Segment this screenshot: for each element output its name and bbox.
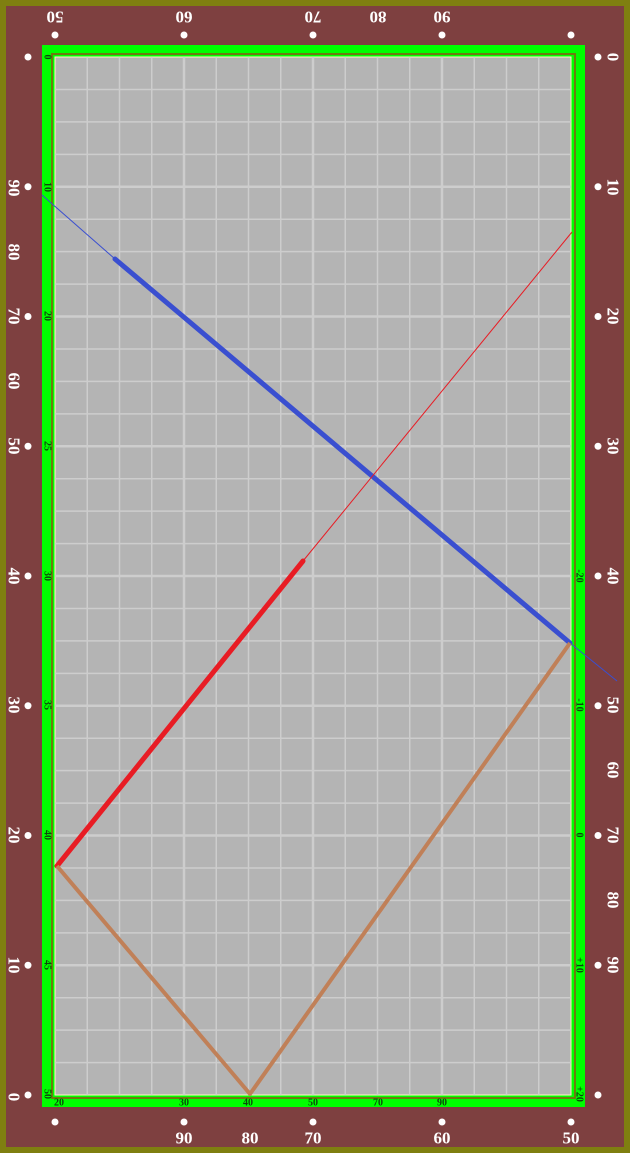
diamond-icon — [24, 53, 32, 61]
rail-label-right: 40 — [604, 568, 623, 585]
rail-label-top: 50 — [47, 8, 64, 27]
diamond-icon — [24, 1091, 32, 1099]
cushion-label-bottom: 90 — [437, 1098, 447, 1109]
diamond-icon — [438, 31, 446, 39]
brown-path — [55, 641, 572, 1096]
diamond-icon — [51, 1118, 59, 1126]
diamond-icon — [594, 1091, 602, 1099]
diamond-icon — [180, 31, 188, 39]
rail-label-right: 60 — [604, 762, 623, 779]
cushion-label-left: 50 — [42, 1089, 53, 1099]
cushion-label-left: 35 — [42, 700, 53, 710]
rail-label-top: 90 — [434, 8, 451, 27]
diamond-icon — [51, 31, 59, 39]
shot-paths — [41, 194, 618, 1096]
diamond-icon — [594, 53, 602, 61]
rail-label-left: 50 — [5, 438, 24, 455]
cushion-label-bottom: 50 — [308, 1098, 318, 1109]
diamond-icon — [24, 702, 32, 710]
rail-label-bottom: 70 — [305, 1129, 322, 1148]
rail-label-right: 0 — [604, 53, 623, 62]
blue-path-extension-start — [41, 194, 116, 260]
cushion-label-bottom: 20 — [54, 1098, 64, 1109]
rail-label-bottom: 50 — [563, 1129, 580, 1148]
rail-label-right: 90 — [604, 957, 623, 974]
red-path — [54, 558, 306, 869]
cushion-label-left: 30 — [42, 571, 53, 581]
cushion-label-left: 0 — [42, 55, 53, 60]
rail-label-right: 80 — [604, 892, 623, 909]
diamond-icon — [309, 1118, 317, 1126]
rail-label-left: 30 — [5, 697, 24, 714]
diamond-icon — [594, 961, 602, 969]
diamond-icon — [594, 832, 602, 839]
diamond-icon — [438, 1118, 446, 1126]
red-path-extension — [302, 231, 573, 562]
felt-grid — [55, 57, 571, 1095]
rail-label-right: 30 — [604, 438, 623, 455]
cushion-label-bottom: 30 — [179, 1098, 189, 1109]
rail-label-right: 70 — [604, 827, 623, 844]
cushion-label-right: +20 — [574, 1086, 585, 1102]
diamond-icon — [24, 832, 32, 839]
rail-labels: 50 60 70 80 90 90 80 70 60 50 90 80 70 60 50 40 30 20 10 0 0… — [5, 8, 623, 1148]
cushion-label-right: -20 — [574, 569, 585, 582]
rail-label-right: 50 — [604, 697, 623, 714]
rail-label-right: 20 — [604, 308, 623, 325]
rail-diamonds — [24, 31, 602, 1126]
rail-label-bottom: 90 — [176, 1129, 193, 1148]
cushion-label-right: -10 — [574, 698, 585, 711]
cushion-label-left: 10 — [42, 182, 53, 192]
blue-path — [112, 256, 573, 646]
rail-label-bottom: 60 — [434, 1129, 451, 1148]
diamond-icon — [567, 1118, 575, 1126]
rail-label-top: 60 — [176, 8, 193, 27]
diamond-icon — [24, 572, 32, 580]
rail-label-left: 90 — [5, 180, 24, 197]
rail-label-top: 70 — [305, 8, 322, 27]
cushion-label-left: 20 — [42, 311, 53, 321]
cushion-label-left: 40 — [42, 830, 53, 840]
diamond-icon — [24, 961, 32, 969]
cushion-label-bottom: 70 — [373, 1098, 383, 1109]
cushion-label-right: +10 — [574, 957, 585, 973]
diamond-icon — [24, 183, 32, 191]
rail-label-left: 70 — [5, 308, 24, 325]
cushion-label-left: 25 — [42, 441, 53, 451]
diamond-icon — [567, 31, 575, 39]
diamond-icon — [24, 442, 32, 450]
blue-path-extension-end — [569, 642, 618, 682]
diamond-icon — [180, 1118, 188, 1126]
rail-label-right: 10 — [604, 179, 623, 196]
cushion-label-right: 0 — [574, 833, 585, 838]
cushion-edge — [51, 53, 576, 1099]
cushion-label-left: 45 — [42, 960, 53, 970]
diamond-icon — [594, 313, 602, 320]
diamond-icon — [24, 313, 32, 320]
rail-label-left: 60 — [5, 373, 24, 390]
diamond-icon — [594, 572, 602, 580]
rail-label-top: 80 — [370, 8, 387, 27]
diamond-icon — [594, 442, 602, 450]
diamond-icon — [594, 702, 602, 710]
rail-label-left: 10 — [5, 957, 24, 974]
rail-label-bottom: 80 — [242, 1129, 259, 1148]
rail-label-left: 40 — [5, 568, 24, 585]
rail-label-left: 80 — [5, 244, 24, 261]
diamond-icon — [594, 183, 602, 191]
diamond-icon — [309, 31, 317, 39]
rail-label-left: 20 — [5, 827, 24, 844]
rail-label-left: 0 — [5, 1093, 24, 1102]
cushion-label-bottom: 40 — [243, 1098, 253, 1109]
